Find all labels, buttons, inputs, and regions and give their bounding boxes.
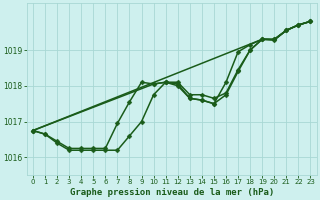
- X-axis label: Graphe pression niveau de la mer (hPa): Graphe pression niveau de la mer (hPa): [69, 188, 274, 197]
